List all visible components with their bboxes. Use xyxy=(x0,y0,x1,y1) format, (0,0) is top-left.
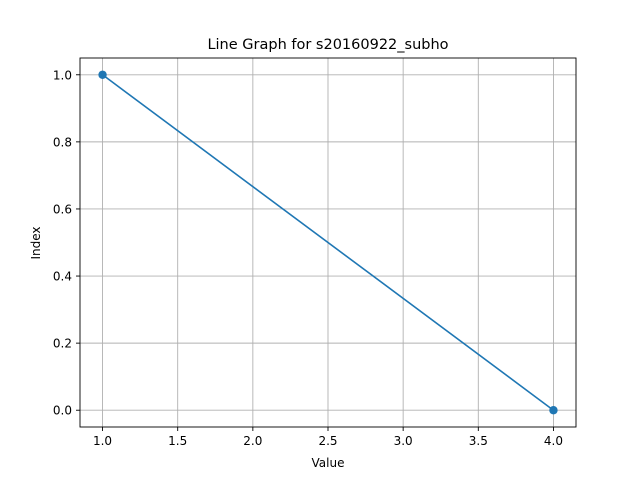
x-tick-label: 1.0 xyxy=(93,434,112,448)
grid xyxy=(80,58,576,427)
x-tick-label: 4.0 xyxy=(544,434,563,448)
y-tick-label: 1.0 xyxy=(53,68,72,82)
x-tick-label: 2.5 xyxy=(318,434,337,448)
series-line xyxy=(101,73,555,412)
y-tick-label: 0.6 xyxy=(53,202,72,216)
data-point xyxy=(98,70,107,79)
y-tick-label: 0.0 xyxy=(53,404,72,418)
y-tick-label: 0.4 xyxy=(53,270,72,284)
data-point xyxy=(549,406,558,415)
chart-title: Line Graph for s20160922_subho xyxy=(207,37,448,53)
x-tick-label: 2.0 xyxy=(243,434,262,448)
x-tick-label: 3.0 xyxy=(394,434,413,448)
x-axis-ticks: 1.0 1.5 2.0 2.5 3.0 3.5 4.0 xyxy=(93,427,563,448)
y-axis-label: Index xyxy=(29,226,43,259)
y-axis-ticks: 0.0 0.2 0.4 0.6 0.8 1.0 xyxy=(53,68,80,418)
y-tick-label: 0.2 xyxy=(53,337,72,351)
x-tick-label: 3.5 xyxy=(469,434,488,448)
x-tick-label: 1.5 xyxy=(168,434,187,448)
y-tick-label: 0.8 xyxy=(53,135,72,149)
x-axis-label: Value xyxy=(312,456,345,470)
series-layer xyxy=(98,70,558,415)
